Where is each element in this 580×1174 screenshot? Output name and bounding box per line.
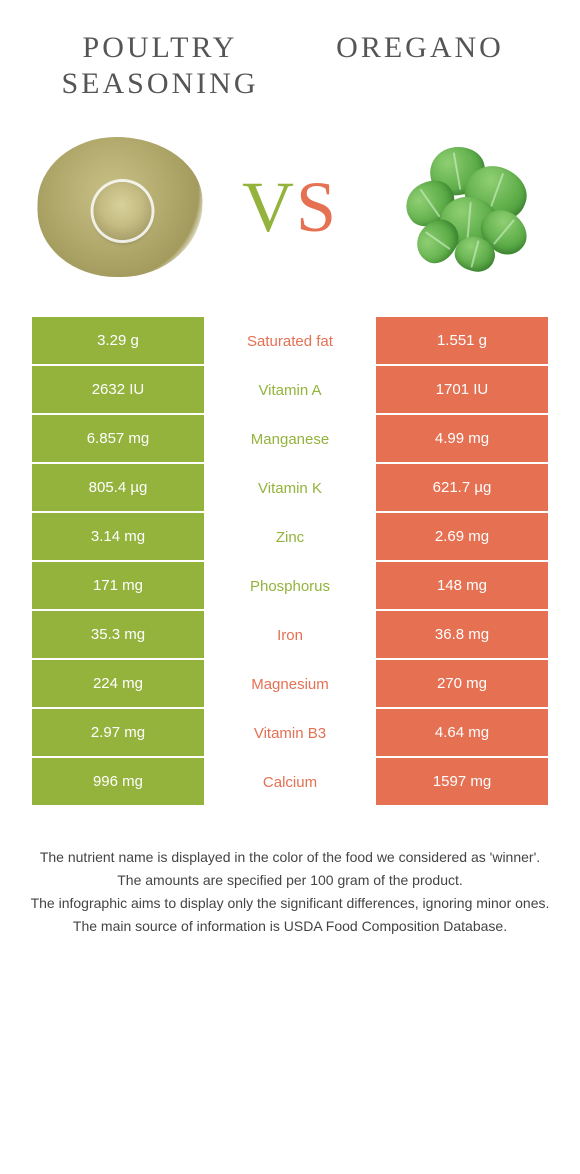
value-right: 148 mg: [376, 562, 548, 611]
title-left: Poultry seasoning: [30, 30, 290, 102]
value-right: 2.69 mg: [376, 513, 548, 562]
value-right: 36.8 mg: [376, 611, 548, 660]
value-left: 996 mg: [32, 758, 204, 807]
poultry-seasoning-image: [25, 122, 215, 292]
table-row: 6.857 mgManganese4.99 mg: [32, 415, 548, 464]
footnote-line: The amounts are specified per 100 gram o…: [30, 870, 550, 891]
value-right: 4.99 mg: [376, 415, 548, 464]
table-row: 996 mgCalcium1597 mg: [32, 758, 548, 807]
oregano-image: [365, 122, 555, 292]
value-left: 805.4 µg: [32, 464, 204, 513]
value-right: 1701 IU: [376, 366, 548, 415]
header-right: Oregano: [290, 30, 550, 102]
title-right: Oregano: [290, 30, 550, 66]
nutrient-label: Zinc: [204, 513, 376, 562]
nutrient-label: Manganese: [204, 415, 376, 464]
vs-v: V: [242, 167, 296, 247]
value-left: 171 mg: [32, 562, 204, 611]
table-row: 171 mgPhosphorus148 mg: [32, 562, 548, 611]
footnote-line: The infographic aims to display only the…: [30, 893, 550, 914]
value-left: 6.857 mg: [32, 415, 204, 464]
footnotes: The nutrient name is displayed in the co…: [30, 847, 550, 937]
nutrient-label: Saturated fat: [204, 317, 376, 366]
nutrient-label: Magnesium: [204, 660, 376, 709]
table-row: 35.3 mgIron36.8 mg: [32, 611, 548, 660]
value-right: 4.64 mg: [376, 709, 548, 758]
value-right: 1.551 g: [376, 317, 548, 366]
value-left: 3.14 mg: [32, 513, 204, 562]
table-row: 2632 IUVitamin A1701 IU: [32, 366, 548, 415]
value-right: 270 mg: [376, 660, 548, 709]
nutrient-label: Vitamin A: [204, 366, 376, 415]
images-row: VS: [0, 112, 580, 317]
footnote-line: The nutrient name is displayed in the co…: [30, 847, 550, 868]
nutrient-label: Iron: [204, 611, 376, 660]
value-left: 35.3 mg: [32, 611, 204, 660]
vs-label: VS: [242, 166, 338, 249]
table-row: 2.97 mgVitamin B34.64 mg: [32, 709, 548, 758]
table-row: 224 mgMagnesium270 mg: [32, 660, 548, 709]
table-row: 3.14 mgZinc2.69 mg: [32, 513, 548, 562]
nutrient-label: Phosphorus: [204, 562, 376, 611]
nutrient-comparison-table: 3.29 gSaturated fat1.551 g2632 IUVitamin…: [32, 317, 548, 807]
value-right: 621.7 µg: [376, 464, 548, 513]
nutrient-label: Calcium: [204, 758, 376, 807]
nutrient-label: Vitamin K: [204, 464, 376, 513]
value-left: 2.97 mg: [32, 709, 204, 758]
table-row: 805.4 µgVitamin K621.7 µg: [32, 464, 548, 513]
vs-s: S: [296, 167, 338, 247]
header-row: Poultry seasoning Oregano: [0, 0, 580, 112]
oregano-leaves-icon: [370, 127, 550, 287]
value-right: 1597 mg: [376, 758, 548, 807]
footnote-line: The main source of information is USDA F…: [30, 916, 550, 937]
value-left: 2632 IU: [32, 366, 204, 415]
table-row: 3.29 gSaturated fat1.551 g: [32, 317, 548, 366]
value-left: 3.29 g: [32, 317, 204, 366]
nutrient-label: Vitamin B3: [204, 709, 376, 758]
value-left: 224 mg: [32, 660, 204, 709]
powder-pile-icon: [30, 127, 210, 287]
header-left: Poultry seasoning: [30, 30, 290, 102]
